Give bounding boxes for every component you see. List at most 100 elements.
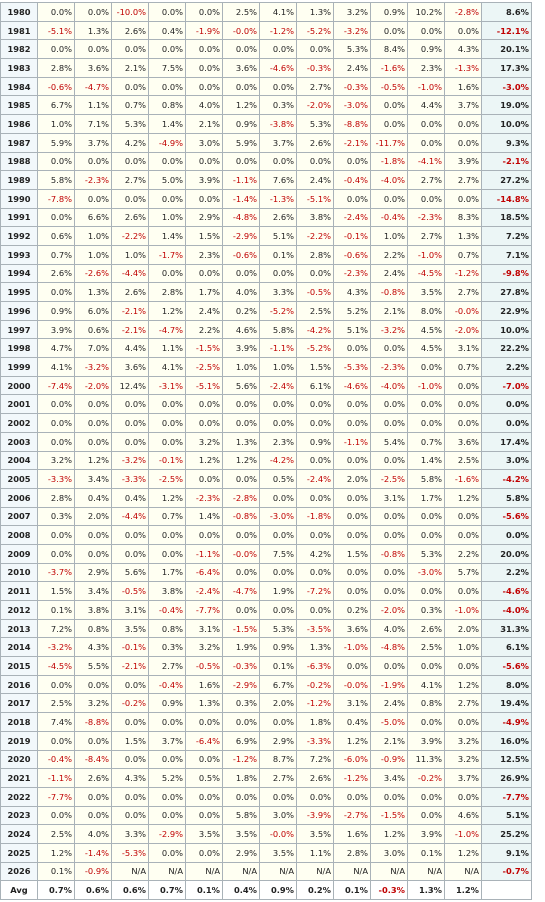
month-cell: 0.4% [111, 487, 149, 508]
year-cell: 1992 [0, 226, 38, 246]
month-cell: -7.7% [185, 600, 223, 620]
month-cell: -4.5% [407, 263, 445, 284]
month-cell: 0.0% [407, 712, 445, 732]
table-row: 1995 0.0% 1.3% 2.6% 2.8% 1.7% 4.0% 3.3% -0.5% 4.3… [0, 282, 532, 302]
month-cell: 0.0% [37, 730, 75, 751]
total-cell: -4.0% [481, 600, 532, 620]
month-cell: -0.0% [222, 20, 260, 41]
table-row: 2023 0.0% 0.0% 0.0% 0.0% 0.0% 5.8% 3.0% -3.9% -2.… [0, 805, 532, 826]
month-cell: 1.3% [74, 282, 112, 302]
month-cell: -2.9% [148, 824, 186, 844]
month-cell: 5.2% [148, 768, 186, 788]
month-cell: -2.3% [333, 263, 371, 284]
table-row: 2017 2.5% 3.2% -0.2% 0.9% 1.3% 0.3% 2.0% -1.2% 3.… [0, 693, 532, 714]
month-cell: 0.0% [148, 712, 186, 732]
table-row: 1986 1.0% 7.1% 5.3% 1.4% 2.1% 0.9% -3.8% 5.3% -8.… [0, 114, 532, 134]
month-cell: 0.0% [407, 805, 445, 826]
year-cell: 2008 [0, 525, 38, 545]
month-cell: -8.8% [333, 114, 371, 134]
month-cell: 3.7% [74, 132, 112, 153]
month-cell: 0.0% [333, 656, 371, 676]
month-cell: 5.3% [407, 543, 445, 564]
month-cell: -8.4% [74, 749, 112, 770]
month-cell: 8.7% [259, 749, 297, 770]
month-cell: 5.8% [222, 805, 260, 826]
month-cell: 0.0% [111, 786, 149, 807]
month-cell: 0.0% [111, 188, 149, 209]
month-cell: -0.8% [370, 543, 408, 564]
month-cell: 0.7% [37, 880, 75, 900]
month-cell: 0.0% [222, 562, 260, 583]
month-cell: 0.1% [185, 880, 223, 900]
month-cell: 2.0% [74, 506, 112, 527]
table-row: 2008 0.0% 0.0% 0.0% 0.0% 0.0% 0.0% 0.0% 0.0% 0.0%… [0, 525, 532, 545]
month-cell: 0.8% [74, 618, 112, 639]
month-cell: 0.0% [370, 188, 408, 209]
month-cell: -0.4% [333, 170, 371, 190]
month-cell: 5.7% [444, 562, 482, 583]
month-cell: 1.5% [296, 357, 334, 377]
month-cell: 2.8% [296, 244, 334, 265]
year-cell: 2018 [0, 712, 38, 732]
total-cell: 31.3% [481, 618, 532, 639]
month-cell: -1.5% [185, 338, 223, 359]
month-cell: -1.0% [407, 76, 445, 97]
total-cell: -14.8% [481, 188, 532, 209]
month-cell: 1.5% [185, 226, 223, 246]
month-cell: 0.0% [74, 151, 112, 172]
month-cell: -5.2% [296, 338, 334, 359]
month-cell: 2.6% [111, 282, 149, 302]
month-cell: 0.0% [259, 151, 297, 172]
month-cell: 4.0% [185, 95, 223, 116]
month-cell: 2.4% [333, 58, 371, 78]
month-cell: 0.0% [185, 749, 223, 770]
month-cell: -1.2% [222, 749, 260, 770]
month-cell: 2.2% [185, 319, 223, 340]
month-cell: 12.4% [111, 375, 149, 396]
month-cell: 3.6% [333, 618, 371, 639]
month-cell: 0.0% [185, 58, 223, 78]
month-cell: 0.0% [74, 188, 112, 209]
table-row: 2016 0.0% 0.0% 0.0% -0.4% 1.6% -2.9% 6.7% -0.2% -… [0, 674, 532, 695]
month-cell: N/A [407, 861, 445, 882]
month-cell: 0.0% [185, 842, 223, 863]
month-cell: -1.2% [333, 768, 371, 788]
month-cell: 0.7% [148, 880, 186, 900]
month-cell: 0.0% [222, 39, 260, 60]
month-cell: -4.0% [370, 375, 408, 396]
month-cell: -0.1% [333, 226, 371, 246]
table-row: 2006 2.8% 0.4% 0.4% 1.2% -2.3% -2.8% 0.0% 0.0% 0.… [0, 487, 532, 508]
month-cell: 1.7% [148, 562, 186, 583]
table-row: 1996 0.9% 6.0% -2.1% 1.2% 2.4% 0.2% -5.2% 2.5% 5.… [0, 301, 532, 321]
month-cell: -3.5% [296, 618, 334, 639]
month-cell: 0.0% [148, 263, 186, 284]
month-cell: -2.3% [370, 357, 408, 377]
month-cell: 0.0% [259, 525, 297, 545]
month-cell: 0.7% [407, 431, 445, 452]
month-cell: -2.2% [111, 226, 149, 246]
year-cell: 2006 [0, 487, 38, 508]
month-cell: 0.0% [148, 2, 186, 22]
month-cell: 0.0% [37, 151, 75, 172]
table-row: 2021 -1.1% 2.6% 4.3% 5.2% 0.5% 1.8% 2.7% 2.6% -1.… [0, 768, 532, 788]
month-cell: 2.7% [259, 768, 297, 788]
month-cell: -3.0% [259, 506, 297, 527]
month-cell: 0.0% [185, 2, 223, 22]
month-cell: 0.4% [74, 487, 112, 508]
year-cell: 2024 [0, 824, 38, 844]
month-cell: 8.0% [407, 301, 445, 321]
month-cell: 4.3% [444, 39, 482, 60]
month-cell: -3.3% [296, 730, 334, 751]
month-cell: 0.1% [37, 600, 75, 620]
month-cell: 3.9% [222, 338, 260, 359]
month-cell: -0.4% [370, 207, 408, 228]
month-cell: 3.8% [148, 581, 186, 601]
month-cell: 6.1% [296, 375, 334, 396]
table-row: 1985 6.7% 1.1% 0.7% 0.8% 4.0% 1.2% 0.3% -2.0% -3.… [0, 95, 532, 116]
month-cell: 0.0% [185, 525, 223, 545]
returns-table: 1980 0.0% 0.0% -10.0% 0.0% 0.0% 2.5% 4.1% 1.3% 3.… [0, 2, 532, 900]
month-cell: -0.0% [333, 674, 371, 695]
month-cell: -1.5% [222, 618, 260, 639]
month-cell: 1.0% [444, 637, 482, 658]
month-cell: -1.0% [444, 824, 482, 844]
